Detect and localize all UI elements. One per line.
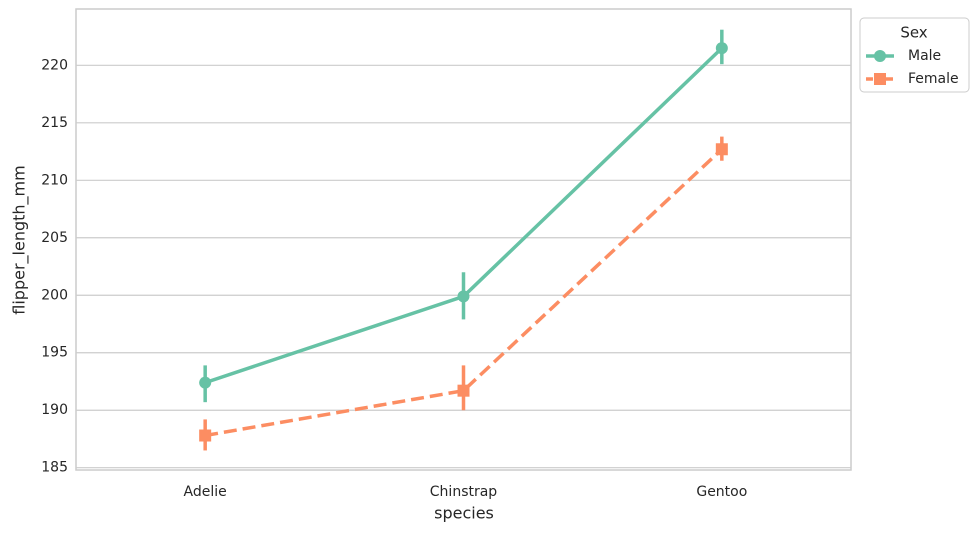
y-tick-label: 200 (41, 287, 68, 303)
x-tick-label: Gentoo (696, 484, 747, 500)
y-tick-label: 195 (41, 345, 68, 361)
y-axis-label: flipper_length_mm (10, 165, 30, 314)
x-tick-label: Adelie (184, 484, 227, 500)
y-tick-label: 190 (41, 402, 68, 418)
legend-label: Male (908, 48, 941, 64)
y-tick-label: 205 (41, 230, 68, 246)
legend-marker (874, 73, 886, 85)
legend-frame (859, 17, 970, 93)
point (715, 42, 728, 55)
point (199, 429, 212, 442)
point (457, 290, 470, 303)
x-axis-label: species (434, 504, 494, 523)
plot-frame (75, 8, 852, 471)
series-line (204, 147, 724, 438)
legend-title: Sex (900, 24, 927, 42)
point (457, 384, 470, 397)
y-tick-label: 210 (41, 172, 68, 188)
y-tick-label: 215 (41, 115, 68, 131)
x-tick-label: Chinstrap (430, 484, 498, 500)
series-line (204, 46, 724, 385)
y-tick-label: 185 (41, 460, 68, 476)
y-tick-label: 220 (41, 57, 68, 73)
legend-label: Female (908, 71, 959, 87)
point (715, 143, 728, 156)
legend-marker (874, 50, 886, 62)
point (199, 376, 212, 389)
